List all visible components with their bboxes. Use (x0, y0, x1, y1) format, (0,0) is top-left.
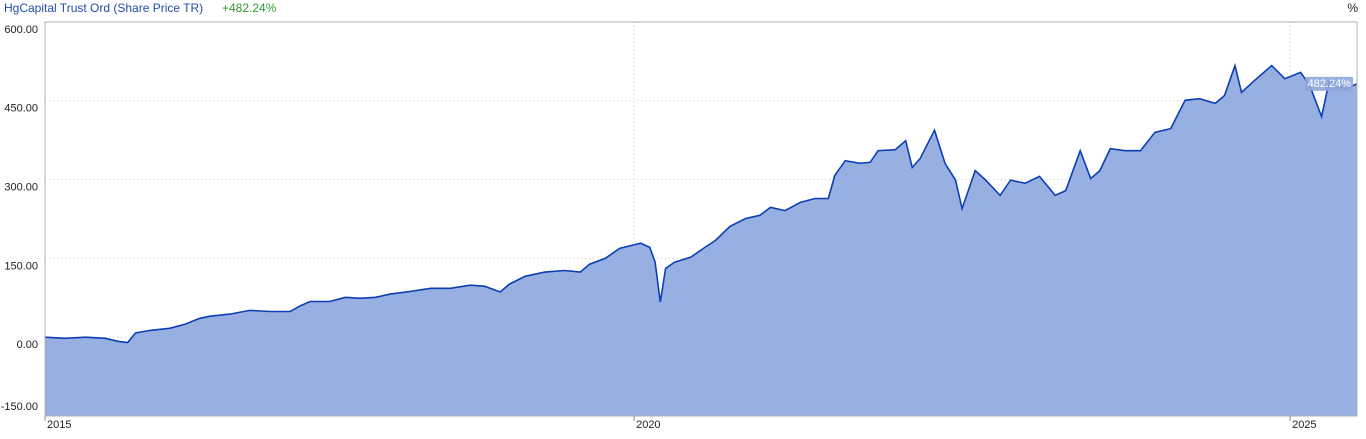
x-tick-label: 2015 (47, 419, 71, 431)
line (44, 62, 1358, 344)
y-tick-label: 300.00 (4, 182, 38, 194)
plot-border (44, 21, 1358, 417)
unit-label: % (1347, 1, 1358, 15)
end-label-box (1305, 76, 1353, 91)
change-label: +482.24% (222, 1, 277, 15)
y-tick-label: -150.00 (1, 401, 38, 413)
y-tick-label: 450.00 (4, 103, 38, 115)
series-name: HgCapital Trust Ord (Share Price TR) (4, 1, 203, 15)
y-tick-label: 150.00 (4, 260, 38, 272)
y-tick-label: 600.00 (4, 24, 38, 36)
y-tick-label: 0.00 (17, 339, 38, 351)
x-tick-label: 2020 (636, 419, 660, 431)
x-tick-label: 2025 (1292, 419, 1316, 431)
end-label: 482.24% (1308, 78, 1352, 90)
area (45, 65, 1357, 416)
